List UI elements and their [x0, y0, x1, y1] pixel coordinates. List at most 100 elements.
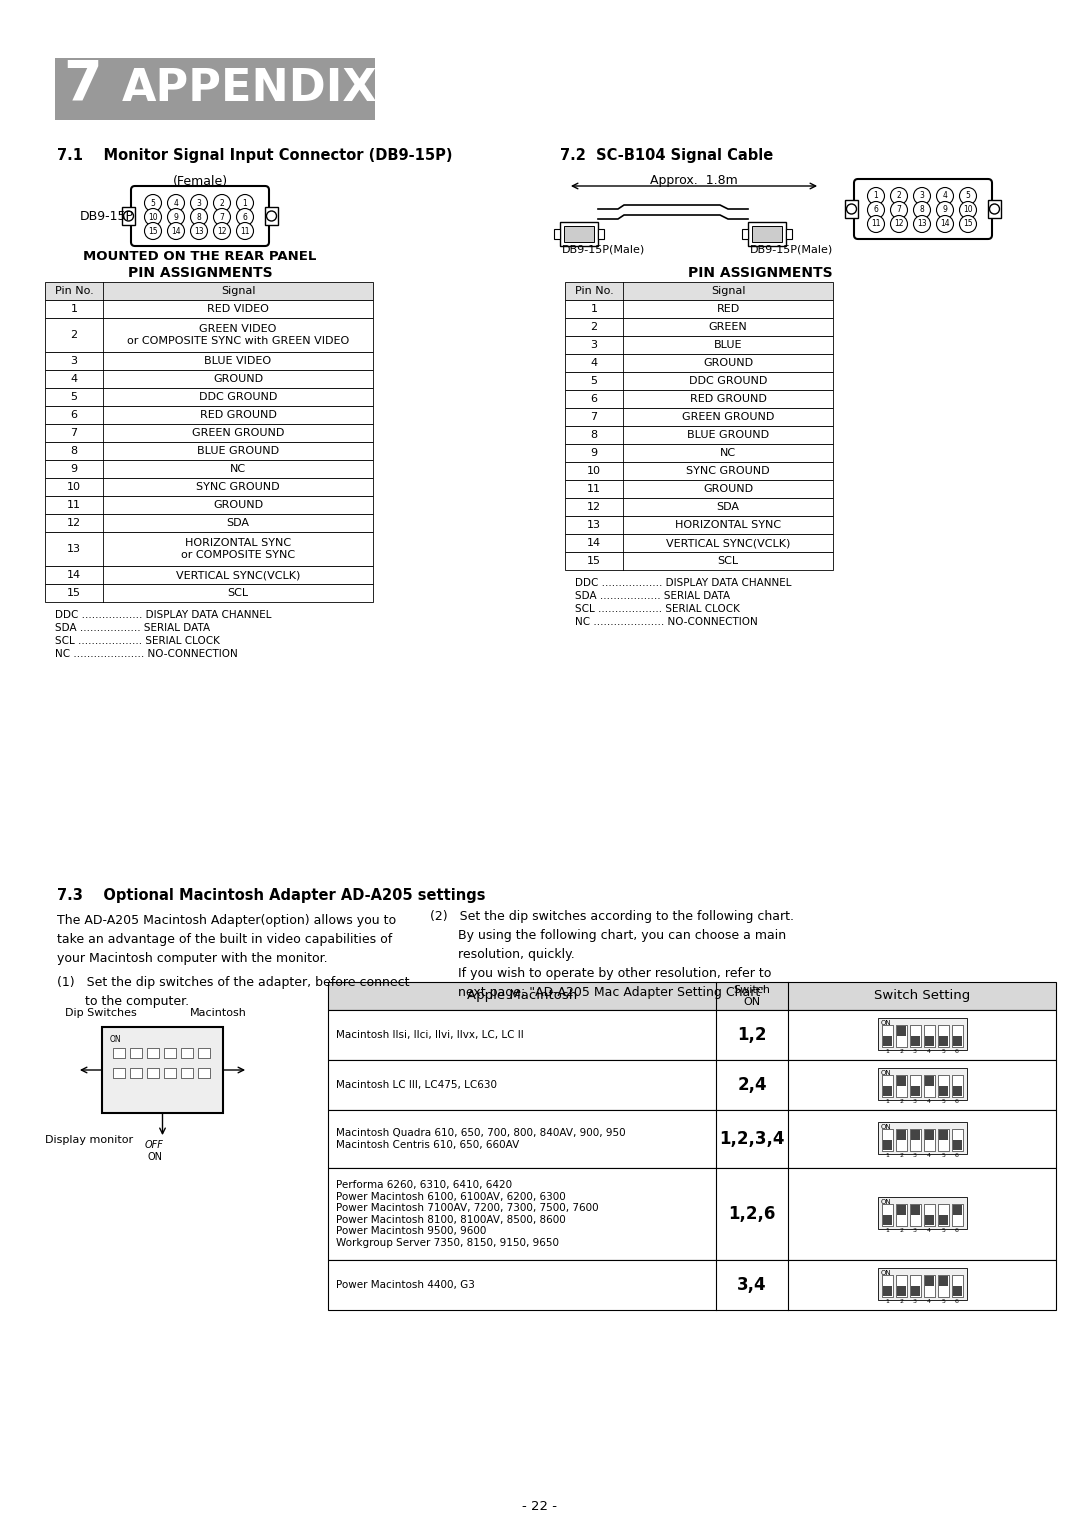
- Bar: [565, 499, 833, 515]
- Text: 12: 12: [586, 502, 602, 512]
- Bar: [45, 496, 373, 514]
- Text: VERTICAL SYNC(VCLK): VERTICAL SYNC(VCLK): [665, 538, 791, 547]
- Text: Signal: Signal: [711, 287, 745, 296]
- Bar: [45, 300, 373, 319]
- FancyBboxPatch shape: [102, 1026, 222, 1113]
- Text: 1,2: 1,2: [738, 1026, 767, 1045]
- Bar: [877, 1197, 967, 1229]
- Text: 4: 4: [927, 1153, 931, 1157]
- Bar: [265, 207, 278, 226]
- Text: 6: 6: [70, 410, 78, 419]
- Bar: [565, 534, 833, 552]
- Text: 6: 6: [874, 206, 878, 215]
- Bar: [147, 1068, 159, 1078]
- Text: BLUE GROUND: BLUE GROUND: [197, 445, 279, 456]
- Text: 5: 5: [941, 1100, 945, 1104]
- Text: 12: 12: [67, 518, 81, 528]
- Bar: [328, 1060, 1056, 1110]
- Text: 8: 8: [70, 445, 78, 456]
- Text: (Female): (Female): [173, 175, 228, 188]
- Text: PIN ASSIGNMENTS: PIN ASSIGNMENTS: [688, 265, 833, 281]
- Bar: [937, 1075, 948, 1096]
- Text: 3: 3: [913, 1299, 917, 1304]
- Bar: [909, 1275, 920, 1296]
- Text: 15: 15: [148, 227, 158, 235]
- Bar: [45, 442, 373, 461]
- FancyBboxPatch shape: [854, 178, 993, 239]
- Bar: [882, 1086, 891, 1096]
- Circle shape: [914, 215, 931, 232]
- Text: SDA: SDA: [227, 518, 249, 528]
- Text: 6: 6: [955, 1228, 959, 1234]
- Bar: [953, 1286, 961, 1296]
- Text: (1)   Set the dip switches of the adapter, before connect
       to the computer: (1) Set the dip switches of the adapter,…: [57, 976, 409, 1008]
- Circle shape: [167, 209, 185, 226]
- Bar: [147, 1048, 159, 1058]
- Text: RED GROUND: RED GROUND: [689, 393, 767, 404]
- Text: 15: 15: [588, 557, 600, 566]
- Bar: [881, 1025, 892, 1048]
- Text: 3: 3: [591, 340, 597, 351]
- Text: HORIZONTAL SYNC
or COMPOSITE SYNC: HORIZONTAL SYNC or COMPOSITE SYNC: [181, 538, 295, 560]
- Bar: [923, 1275, 934, 1296]
- Text: 11: 11: [240, 227, 249, 235]
- Bar: [598, 229, 604, 239]
- Text: ON: ON: [147, 1151, 162, 1162]
- Bar: [130, 1048, 141, 1058]
- Bar: [565, 354, 833, 372]
- Bar: [951, 1275, 962, 1296]
- Circle shape: [237, 223, 254, 239]
- Text: SCL ................... SERIAL CLOCK: SCL ................... SERIAL CLOCK: [575, 604, 740, 615]
- Bar: [565, 319, 833, 336]
- Bar: [895, 1075, 906, 1096]
- Text: NC: NC: [230, 464, 246, 474]
- Bar: [786, 229, 792, 239]
- Bar: [45, 406, 373, 424]
- Bar: [748, 223, 786, 246]
- Bar: [909, 1025, 920, 1048]
- Bar: [939, 1086, 947, 1096]
- Bar: [882, 1286, 891, 1296]
- Text: DB9-15P(Male): DB9-15P(Male): [562, 244, 645, 255]
- Bar: [910, 1286, 919, 1296]
- Text: 8: 8: [197, 212, 201, 221]
- Bar: [45, 371, 373, 387]
- Text: 4: 4: [174, 198, 178, 207]
- Text: BLUE: BLUE: [714, 340, 742, 351]
- Text: 1: 1: [591, 303, 597, 314]
- Text: 13: 13: [67, 544, 81, 554]
- Circle shape: [914, 201, 931, 218]
- Text: 2: 2: [70, 329, 78, 340]
- Text: 13: 13: [194, 227, 204, 235]
- Text: 3: 3: [913, 1100, 917, 1104]
- Text: 5: 5: [941, 1299, 945, 1304]
- Text: 1: 1: [886, 1228, 889, 1234]
- Bar: [198, 1048, 210, 1058]
- Bar: [924, 1215, 933, 1225]
- Bar: [877, 1122, 967, 1154]
- Bar: [988, 200, 1001, 218]
- Bar: [45, 532, 373, 566]
- Text: DDC GROUND: DDC GROUND: [689, 377, 767, 386]
- Text: 11: 11: [588, 483, 600, 494]
- Text: 5: 5: [941, 1153, 945, 1157]
- Text: 1: 1: [243, 198, 247, 207]
- Bar: [923, 1025, 934, 1048]
- Circle shape: [936, 201, 954, 218]
- Bar: [181, 1048, 193, 1058]
- Text: RED GROUND: RED GROUND: [200, 410, 276, 419]
- Bar: [565, 552, 833, 570]
- Text: 3: 3: [70, 355, 78, 366]
- Bar: [910, 1086, 919, 1096]
- Text: Dip Switches: Dip Switches: [65, 1008, 137, 1019]
- Bar: [951, 1205, 962, 1226]
- Text: VERTICAL SYNC(VCLK): VERTICAL SYNC(VCLK): [176, 570, 300, 580]
- Text: GROUND: GROUND: [213, 374, 264, 384]
- Circle shape: [237, 209, 254, 226]
- Text: 10: 10: [67, 482, 81, 493]
- Text: BLUE VIDEO: BLUE VIDEO: [204, 355, 271, 366]
- Text: 3: 3: [913, 1153, 917, 1157]
- Circle shape: [867, 201, 885, 218]
- Bar: [882, 1035, 891, 1046]
- Text: Apple Macintosh: Apple Macintosh: [467, 990, 577, 1002]
